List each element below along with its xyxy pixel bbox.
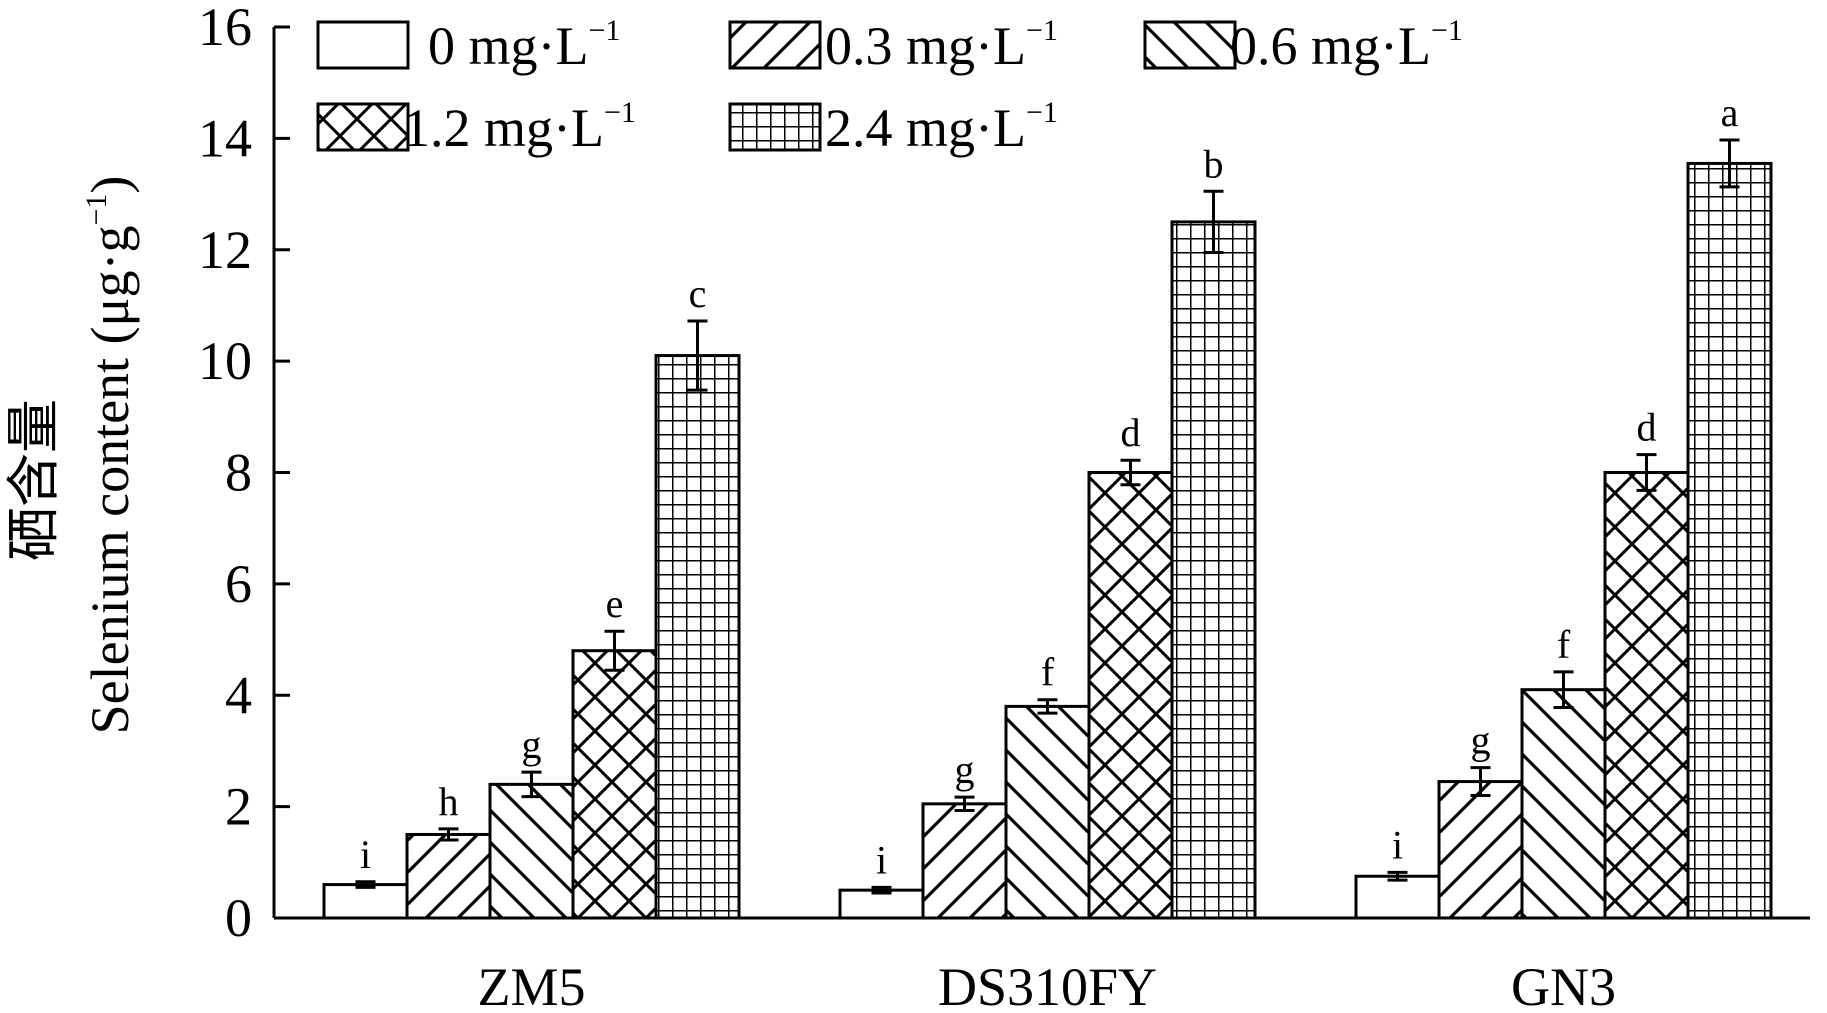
error-bar — [954, 795, 975, 813]
legend-label: 0 mg·L−1 — [428, 14, 620, 76]
legend: 0 mg·L−1 0.3 mg·L−1 0.6 mg·L−1 1.2 mg·L−1 2.… — [316, 14, 1463, 158]
significance-letter: c — [689, 271, 707, 316]
y-axis-title-en-sup: −1 — [80, 194, 113, 226]
y-tick-label: 10 — [198, 331, 252, 391]
svg-text:硒含量: 硒含量 — [4, 399, 64, 561]
x-category-label: DS310FY — [938, 957, 1157, 1013]
legend-item: 1.2 mg·L−1 — [316, 96, 636, 158]
bar-ds310fy-series-4 — [1170, 220, 1257, 920]
y-tick-label: 8 — [225, 443, 252, 503]
legend-swatch — [728, 20, 822, 70]
significance-letter: f — [1041, 650, 1055, 695]
significance-letter: a — [1721, 90, 1739, 135]
y-axis-title-en-end: ) — [80, 176, 140, 194]
significance-letter: i — [876, 837, 887, 882]
error-bar — [521, 770, 542, 799]
y-axis-title-cn: 硒含量 — [4, 399, 64, 561]
bar-gn3-series-0 — [1354, 874, 1441, 920]
significance-letter: e — [606, 581, 624, 626]
legend-swatch — [316, 102, 410, 152]
significance-letter: g — [955, 747, 975, 792]
y-tick-label: 12 — [198, 220, 252, 280]
significance-letter: b — [1204, 141, 1224, 186]
y-tick-label: 4 — [225, 665, 252, 725]
bar-zm5-series-2 — [488, 782, 575, 920]
significance-letter: h — [439, 779, 459, 824]
bar-zm5-series-4 — [654, 354, 741, 920]
y-tick-label: 0 — [225, 888, 252, 948]
bar-gn3-series-1 — [1437, 780, 1524, 920]
y-axis-title-en: Selenium content (μg·g — [80, 226, 140, 735]
error-bar — [438, 827, 459, 842]
y-tick-label: 6 — [225, 554, 252, 614]
bar-gn3-series-2 — [1520, 688, 1607, 920]
y-axis-ticks: 0 2 4 6 8 10 12 14 16 — [198, 0, 290, 948]
bars: i h g e c i g f d b i g f d a — [322, 90, 1773, 920]
legend-swatch — [316, 20, 410, 70]
significance-letter: g — [522, 722, 542, 767]
legend-swatch — [728, 102, 822, 152]
error-bar — [1719, 138, 1740, 189]
significance-letter: d — [1637, 405, 1657, 450]
legend-item: 0.6 mg·L−1 — [1143, 14, 1463, 76]
y-tick-label: 16 — [198, 0, 252, 57]
bar-ds310fy-series-1 — [921, 802, 1008, 920]
error-bar — [604, 629, 625, 672]
error-bar — [355, 880, 376, 889]
legend-label: 0.6 mg·L−1 — [1230, 14, 1463, 76]
error-bar — [1120, 458, 1141, 487]
bar-ds310fy-series-2 — [1004, 704, 1091, 920]
legend-label: 2.4 mg·L−1 — [825, 96, 1058, 158]
significance-letter: f — [1557, 622, 1571, 667]
legend-item: 2.4 mg·L−1 — [728, 96, 1058, 158]
error-bar — [1470, 766, 1491, 797]
bar-ds310fy-series-3 — [1087, 471, 1174, 920]
y-axis-title: Selenium content (μg·g−1) — [80, 176, 140, 735]
legend-item: 0 mg·L−1 — [316, 14, 620, 76]
legend-label: 0.3 mg·L−1 — [825, 14, 1058, 76]
error-bar — [871, 885, 892, 895]
error-bar — [1387, 870, 1408, 882]
x-category-label: GN3 — [1511, 957, 1616, 1013]
significance-letter: i — [1392, 822, 1403, 867]
bar-zm5-series-3 — [571, 649, 658, 920]
svg-text:Selenium content (μg·g−1): Selenium content (μg·g−1) — [80, 176, 140, 735]
significance-letter: d — [1121, 410, 1141, 455]
y-tick-label: 14 — [198, 108, 252, 168]
error-bar — [1636, 453, 1657, 492]
legend-label: 1.2 mg·L−1 — [403, 96, 636, 158]
error-bar — [1037, 698, 1058, 715]
significance-letter: i — [360, 832, 371, 877]
y-tick-label: 2 — [225, 777, 252, 837]
x-axis-categories: ZM5 DS310FY GN3 — [478, 957, 1617, 1013]
bar-zm5-series-1 — [405, 832, 492, 920]
error-bar — [1203, 189, 1224, 255]
bar-gn3-series-3 — [1603, 471, 1690, 920]
legend-item: 0.3 mg·L−1 — [728, 14, 1058, 76]
bar-zm5-series-0 — [322, 883, 409, 920]
x-category-label: ZM5 — [478, 957, 586, 1013]
legend-swatch — [1143, 20, 1237, 70]
bar-gn3-series-4 — [1686, 161, 1773, 920]
error-bar — [1553, 670, 1574, 710]
error-bar — [687, 319, 708, 392]
significance-letter: g — [1471, 718, 1491, 763]
